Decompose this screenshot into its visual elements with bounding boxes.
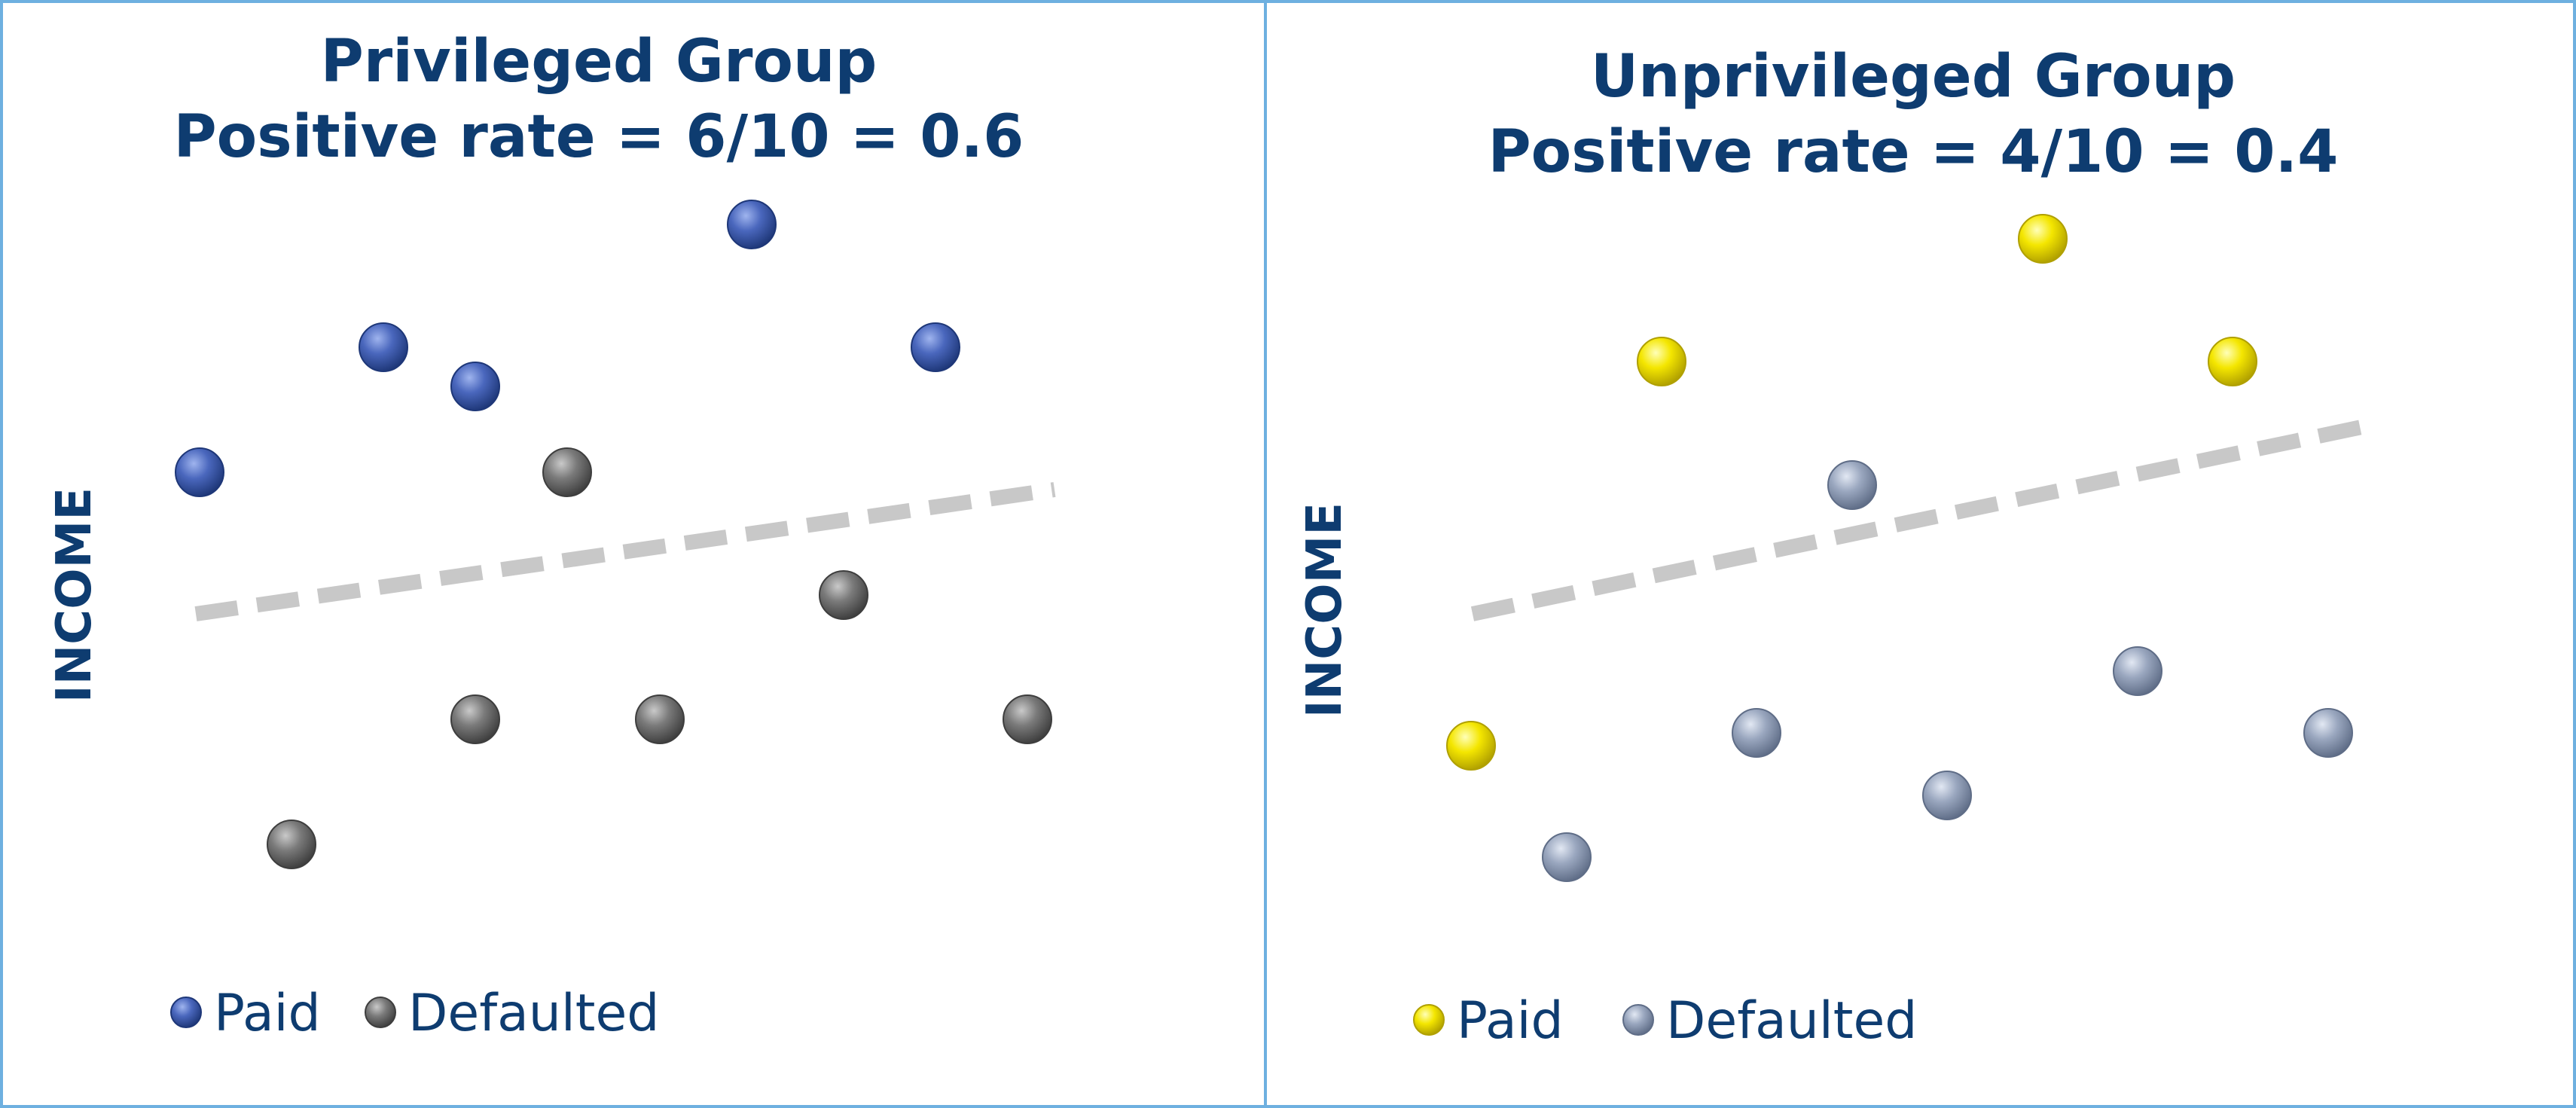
paid-point — [911, 322, 960, 372]
y-axis-label: INCOME — [47, 487, 102, 703]
paid-point — [175, 447, 224, 497]
panel-title-line1: Privileged Group — [321, 28, 877, 96]
legend: Paid Defaulted — [1413, 991, 1917, 1051]
legend-paid-label: Paid — [214, 984, 321, 1043]
legend: Paid Defaulted — [170, 984, 659, 1043]
legend-defaulted-label: Defaulted — [1666, 991, 1917, 1051]
paid-point — [359, 322, 408, 372]
defaulted-point — [1922, 771, 1972, 820]
y-axis-label: INCOME — [1297, 502, 1353, 718]
defaulted-point — [542, 447, 592, 497]
defaulted-point — [450, 694, 500, 744]
legend-defaulted-label: Defaulted — [408, 984, 659, 1043]
panel-title-line2: Positive rate = 6/10 = 0.6 — [174, 103, 1024, 171]
legend-defaulted-swatch — [365, 997, 396, 1028]
legend-defaulted-swatch — [1622, 1004, 1654, 1036]
decision-boundary — [1470, 418, 2371, 621]
legend-paid-swatch — [1413, 1004, 1445, 1036]
panel-title-line1: Unprivileged Group — [1591, 43, 2236, 111]
paid-point — [1446, 721, 1496, 771]
defaulted-point — [267, 820, 316, 869]
panel-unprivileged: Unprivileged Group Positive rate = 4/10 … — [1297, 43, 2371, 1051]
panel-privileged: Privileged Group Positive rate = 6/10 = … — [47, 28, 1056, 1043]
defaulted-point — [1732, 708, 1781, 758]
paid-point — [2208, 337, 2257, 386]
defaulted-point — [1542, 832, 1592, 882]
defaulted-point — [1827, 460, 1877, 510]
paid-point — [2018, 214, 2068, 264]
defaulted-point — [2113, 646, 2162, 696]
paid-point — [450, 362, 500, 411]
paid-point — [1637, 337, 1686, 386]
defaulted-point — [2303, 708, 2353, 758]
panel-title-line2: Positive rate = 4/10 = 0.4 — [1488, 118, 2339, 186]
defaulted-point — [1003, 694, 1052, 744]
legend-paid-label: Paid — [1457, 991, 1564, 1051]
paid-point — [727, 200, 777, 249]
legend-paid-swatch — [170, 997, 202, 1028]
defaulted-point — [635, 694, 685, 744]
decision-boundary — [194, 482, 1056, 621]
defaulted-point — [819, 570, 868, 620]
